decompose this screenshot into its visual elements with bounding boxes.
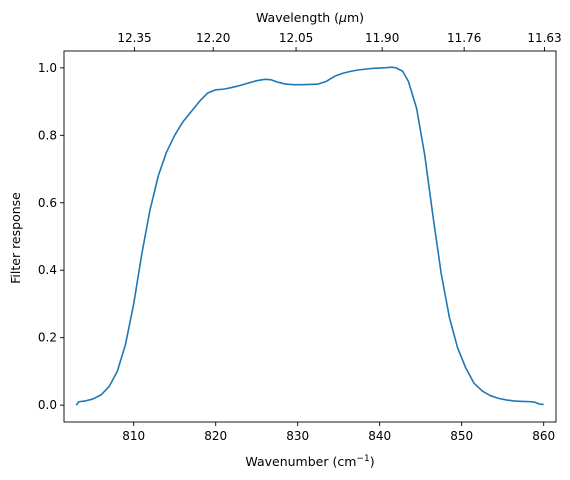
y-tick-label: 0.2 (38, 331, 57, 345)
x-tick-label: 820 (204, 429, 227, 443)
x-tick-label: 830 (286, 429, 309, 443)
top-x-tick-label: 12.35 (117, 31, 151, 45)
top-x-tick-label: 11.90 (365, 31, 399, 45)
top-x-tick-label: 12.05 (279, 31, 313, 45)
x-tick-label: 810 (122, 429, 145, 443)
top-x-tick-label: 11.63 (527, 31, 561, 45)
top-x-tick-label: 12.20 (196, 31, 230, 45)
y-tick-label: 0.0 (38, 398, 57, 412)
y-tick-label: 0.6 (38, 196, 57, 210)
x-tick-label: 860 (532, 429, 555, 443)
x-axis-label: Wavenumber (cm−1) (245, 454, 374, 469)
top-x-tick-label: 11.76 (447, 31, 481, 45)
x-tick-label: 850 (450, 429, 473, 443)
plot-frame (63, 50, 557, 423)
top-x-axis-label: Wavelength (μm) (256, 10, 364, 25)
y-tick-label: 0.8 (38, 128, 57, 142)
y-tick-label: 0.4 (38, 263, 57, 277)
y-axis-label: Filter response (8, 192, 23, 284)
y-tick-label: 1.0 (38, 61, 57, 75)
x-tick-label: 840 (368, 429, 391, 443)
series-line-0 (75, 66, 544, 406)
